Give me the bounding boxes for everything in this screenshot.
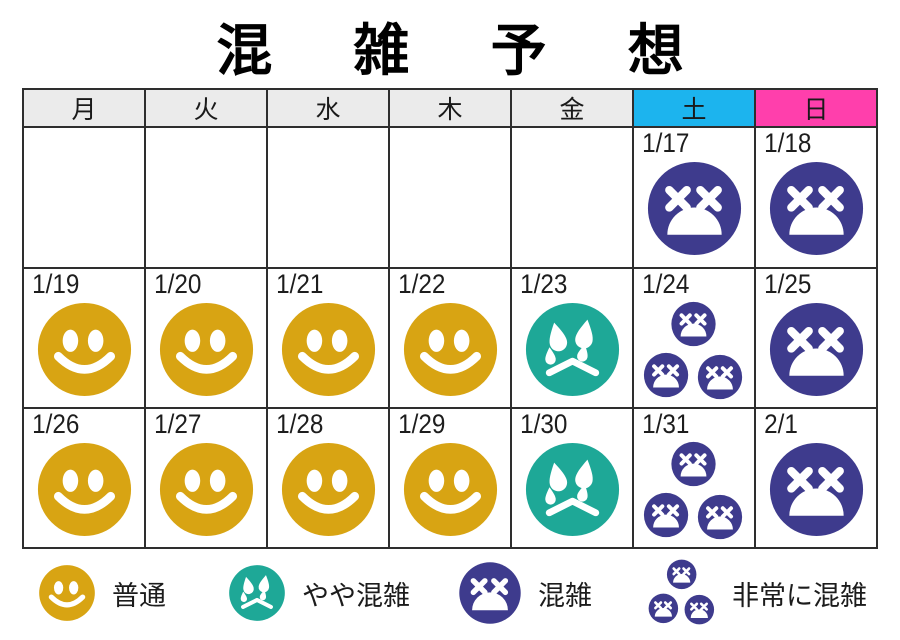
weekday-header-thu: 木 [388,88,512,128]
date-label: 1/24 [642,269,690,299]
sad-x-eyes-face-icon [756,441,876,542]
calendar-day-cell: 1/29 [388,407,512,549]
calendar-day-cell: 1/24 [632,267,756,409]
legend: 普通 やや混雑 混雑 非常に混雑 [0,548,900,638]
legend-label: 普通 [112,580,166,611]
sad-x-eyes-face-icon [756,301,876,402]
smiley-face-icon [146,301,266,402]
calendar-week-row: 1/19 1/20 1/21 1/22 1/23 1/24 1/25 [22,267,878,409]
weekday-header-fri: 金 [510,88,634,128]
legend-item-crowded: 混雑 [458,548,592,638]
date-label: 1/28 [276,409,324,439]
calendar-day-cell: 1/26 [22,407,146,549]
calendar-day-cell: 1/22 [388,267,512,409]
crying-face-icon [512,301,632,402]
calendar-day-cell: 1/20 [144,267,268,409]
date-label: 1/21 [276,269,324,299]
date-label: 1/26 [32,409,80,439]
calendar-day-cell [510,126,634,269]
date-label [390,128,498,160]
calendar-body: 1/17 1/18 1/19 1/20 1/21 1/22 1/23 1/24 1/25 1/26… [22,126,878,549]
date-label [24,128,132,160]
calendar-day-cell: 1/21 [266,267,390,409]
sad-x-eyes-face-icon [458,561,522,625]
date-label: 2/1 [764,409,798,439]
legend-label: やや混雑 [302,580,410,611]
date-label: 1/22 [398,269,446,299]
calendar-day-cell [144,126,268,269]
calendar-week-row: 1/26 1/27 1/28 1/29 1/30 1/31 2/1 [22,407,878,549]
congestion-calendar: 月 火 水 木 金 土 日 1/17 1/18 1/19 1/20 1/21 1/22 1/… [22,88,878,549]
triple-sad-faces-icon [648,559,716,627]
smiley-face-icon [24,441,144,542]
calendar-day-cell: 1/18 [754,126,878,269]
calendar-day-cell: 1/23 [510,267,634,409]
weekday-header-row: 月 火 水 木 金 土 日 [22,88,878,128]
crying-face-icon [512,441,632,542]
smiley-face-icon [268,441,388,542]
calendar-day-cell: 1/19 [22,267,146,409]
date-label [268,128,376,160]
date-label: 1/25 [764,269,812,299]
smiley-face-icon [146,441,266,542]
smiley-face-icon [390,441,510,542]
sad-x-eyes-face-icon [756,160,876,261]
weekday-header-sat: 土 [632,88,756,128]
calendar-day-cell: 1/25 [754,267,878,409]
legend-item-very-crowded: 非常に混雑 [648,548,867,638]
calendar-day-cell: 2/1 [754,407,878,549]
smiley-face-icon [390,301,510,402]
calendar-day-cell [266,126,390,269]
smiley-face-icon [24,301,144,402]
triple-sad-faces-icon [634,301,754,407]
calendar-week-row: 1/17 1/18 [22,126,878,269]
date-label: 1/18 [764,128,812,158]
calendar-day-cell: 1/30 [510,407,634,549]
calendar-day-cell: 1/17 [632,126,756,269]
legend-item-normal: 普通 [38,548,166,638]
legend-label: 混雑 [538,580,592,611]
sad-x-eyes-face-icon [634,160,754,261]
date-label: 1/17 [642,128,690,158]
calendar-day-cell: 1/27 [144,407,268,549]
date-label: 1/29 [398,409,446,439]
calendar-day-cell [388,126,512,269]
weekday-header-tue: 火 [144,88,268,128]
weekday-header-sun: 日 [754,88,878,128]
date-label: 1/23 [520,269,568,299]
calendar-day-cell: 1/31 [632,407,756,549]
date-label [146,128,254,160]
legend-item-slightly-crowded: やや混雑 [228,548,410,638]
date-label: 1/20 [154,269,202,299]
calendar-day-cell [22,126,146,269]
date-label: 1/27 [154,409,202,439]
date-label: 1/19 [32,269,80,299]
calendar-day-cell: 1/28 [266,407,390,549]
crying-face-icon [228,564,286,622]
page-title: 混雑予想 [216,19,765,82]
date-label [512,128,620,160]
date-label: 1/31 [642,409,690,439]
date-label: 1/30 [520,409,568,439]
triple-sad-faces-icon [634,441,754,547]
weekday-header-wed: 水 [266,88,390,128]
legend-label: 非常に混雑 [732,580,867,611]
smiley-face-icon [38,564,96,622]
smiley-face-icon [268,301,388,402]
weekday-header-mon: 月 [22,88,146,128]
